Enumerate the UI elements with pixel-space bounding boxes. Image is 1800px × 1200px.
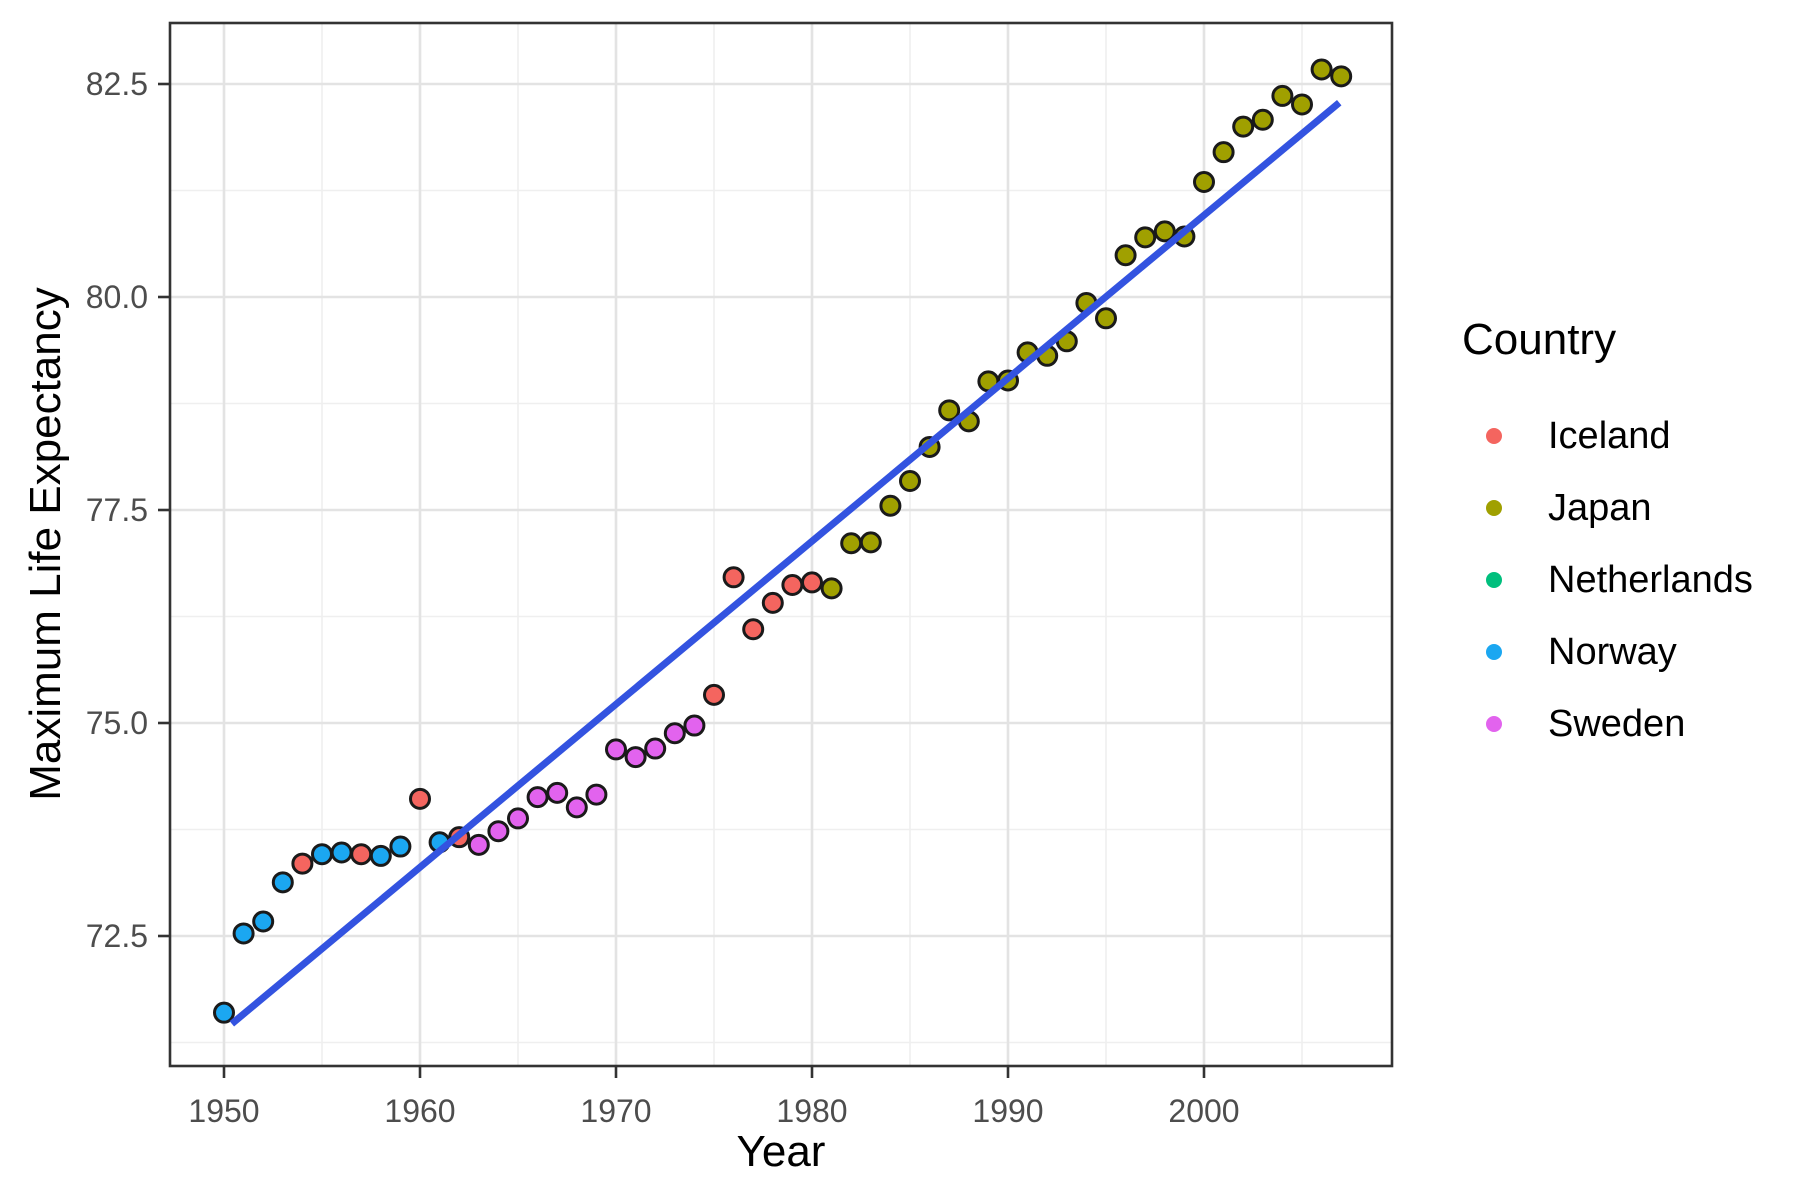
legend: Country Iceland Japan Netherlands Norway Swe… [1462, 318, 1753, 760]
y-tick-label: 82.5 [86, 66, 148, 102]
x-tick-label: 1970 [580, 1093, 651, 1129]
point-japan-1983 [859, 531, 882, 554]
point-sweden-1963 [467, 833, 490, 856]
point-iceland-1976 [722, 566, 745, 589]
point-japan-1981 [820, 577, 843, 600]
legend-item-norway: Norway [1486, 616, 1753, 688]
legend-title: Country [1462, 315, 1617, 364]
legend-dot-iceland [1486, 428, 1502, 444]
legend-item-japan: Japan [1486, 472, 1753, 544]
y-tick-label: 75.0 [86, 705, 148, 741]
x-tick-label: 2000 [1168, 1093, 1239, 1129]
legend-label: Sweden [1548, 703, 1686, 745]
point-japan-2004 [1271, 84, 1294, 107]
point-japan-1996 [1114, 244, 1137, 267]
point-sweden-1967 [546, 781, 569, 804]
point-sweden-1969 [585, 783, 608, 806]
point-japan-1985 [899, 470, 921, 493]
point-sweden-1972 [644, 737, 667, 760]
point-sweden-1968 [565, 796, 588, 819]
trend-line [229, 100, 1342, 1027]
x-tick-label: 1950 [188, 1093, 259, 1129]
point-norway-1959 [389, 835, 412, 858]
x-tick-label: 1990 [972, 1093, 1043, 1129]
x-tick-label: 1960 [384, 1093, 455, 1129]
legend-items: Iceland Japan Netherlands Norway Sweden [1462, 400, 1753, 760]
point-norway-1953 [271, 871, 294, 894]
point-sweden-1970 [605, 738, 627, 761]
point-sweden-1974 [683, 714, 706, 737]
legend-item-sweden: Sweden [1486, 688, 1753, 760]
point-sweden-1965 [507, 807, 529, 830]
point-japan-1987 [938, 399, 961, 422]
legend-dot-netherlands [1486, 572, 1502, 588]
point-japan-2006 [1310, 58, 1333, 81]
point-sweden-1964 [487, 820, 510, 843]
point-japan-2005 [1291, 93, 1313, 116]
legend-label: Norway [1548, 631, 1677, 673]
point-japan-1995 [1095, 307, 1117, 330]
y-axis-title: Maximum Life Expectancy [21, 287, 70, 801]
x-tick-label: 1980 [776, 1093, 847, 1129]
point-japan-2001 [1212, 141, 1235, 164]
legend-label: Japan [1548, 487, 1652, 529]
point-iceland-1960 [409, 787, 431, 810]
point-japan-1998 [1153, 220, 1176, 243]
point-iceland-1975 [703, 683, 725, 706]
point-norway-1951 [232, 922, 255, 945]
point-norway-1952 [252, 910, 275, 933]
point-iceland-1980 [801, 571, 823, 594]
point-sweden-1971 [624, 746, 647, 769]
panel-background [170, 23, 1392, 1066]
legend-dot-norway [1486, 644, 1502, 660]
x-axis-title: Year [736, 1127, 826, 1176]
point-sweden-1973 [663, 722, 686, 745]
legend-item-iceland: Iceland [1486, 400, 1753, 472]
point-japan-2000 [1193, 170, 1215, 193]
point-iceland-1954 [291, 852, 314, 875]
panel-border [168, 21, 1394, 1068]
point-norway-1950 [213, 1001, 235, 1024]
legend-dot-japan [1486, 500, 1502, 516]
point-iceland-1977 [742, 618, 765, 641]
legend-dot-sweden [1486, 716, 1502, 732]
y-tick-label: 72.5 [86, 918, 148, 954]
point-norway-1956 [330, 841, 353, 864]
y-tick-label: 80.0 [86, 279, 148, 315]
point-japan-2002 [1232, 115, 1255, 138]
legend-item-netherlands: Netherlands [1486, 544, 1753, 616]
legend-label: Iceland [1548, 415, 1671, 457]
point-iceland-1957 [350, 843, 373, 866]
point-iceland-1979 [781, 573, 804, 596]
legend-label: Netherlands [1548, 559, 1753, 601]
point-sweden-1966 [526, 786, 549, 809]
y-tick-label: 77.5 [86, 492, 148, 528]
point-japan-1984 [879, 494, 902, 517]
point-norway-1955 [311, 843, 333, 866]
point-japan-1997 [1134, 226, 1157, 249]
point-iceland-1978 [761, 591, 784, 614]
point-norway-1958 [369, 844, 392, 867]
point-japan-2003 [1251, 108, 1274, 131]
point-japan-2007 [1330, 65, 1353, 88]
point-japan-1982 [840, 532, 863, 555]
